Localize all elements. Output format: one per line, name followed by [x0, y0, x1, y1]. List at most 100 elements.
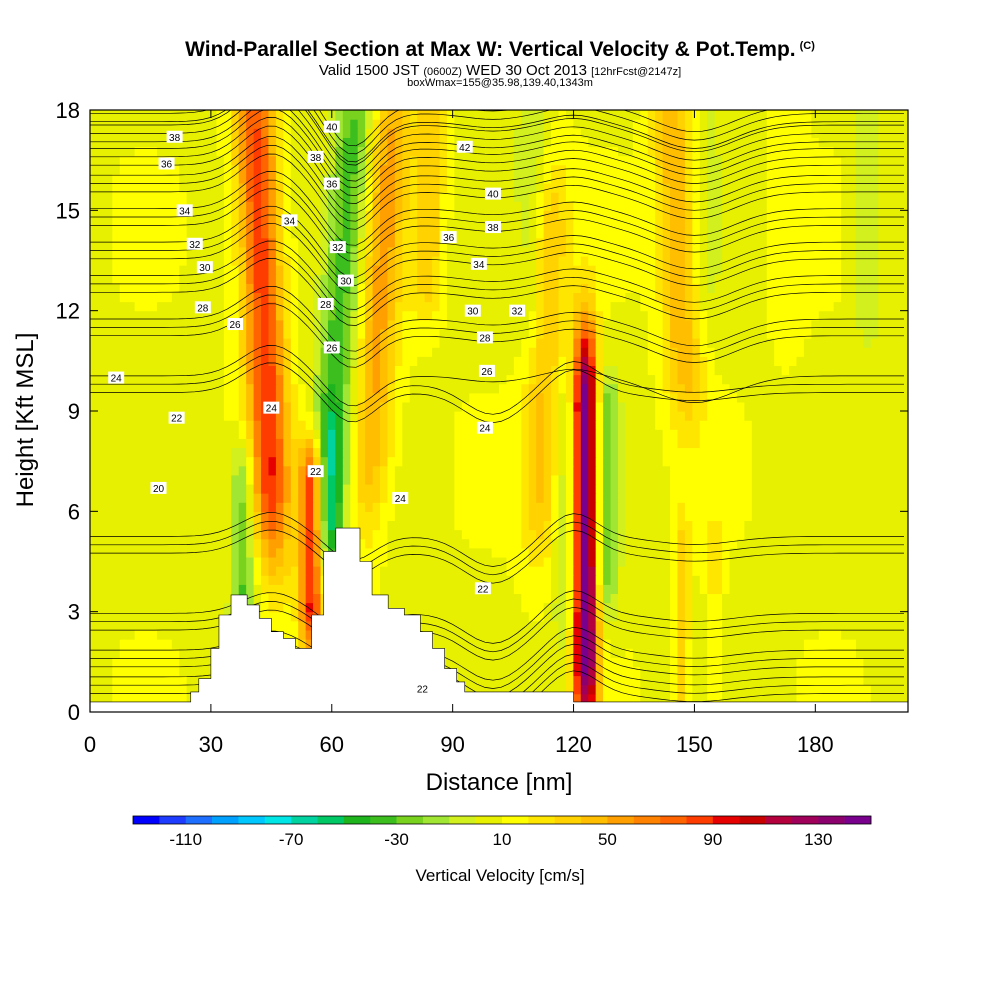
- field-cell: [149, 611, 158, 622]
- field-cell: [409, 456, 418, 467]
- field-cell: [744, 520, 753, 531]
- field-cell: [305, 556, 314, 567]
- field-cell: [699, 310, 708, 321]
- field-cell: [208, 629, 218, 640]
- field-cell: [528, 301, 537, 312]
- field-cell: [803, 593, 812, 604]
- field-cell: [759, 556, 768, 567]
- field-cell: [610, 420, 619, 430]
- field-cell: [684, 438, 693, 449]
- field-cell: [484, 620, 493, 631]
- field-cell: [499, 584, 508, 595]
- field-cell: [870, 465, 879, 476]
- field-cell: [305, 392, 314, 403]
- field-cell: [617, 639, 627, 649]
- field-cell: [90, 538, 99, 549]
- field-cell: [424, 301, 433, 312]
- field-cell: [595, 520, 604, 531]
- field-cell: [104, 447, 113, 458]
- field-cell: [313, 556, 322, 567]
- field-cell: [841, 657, 850, 667]
- field-cell: [744, 620, 753, 631]
- field-cell: [610, 447, 619, 458]
- field-cell: [789, 429, 798, 439]
- field-cell: [417, 347, 426, 357]
- field-cell: [885, 420, 894, 430]
- field-cell: [573, 593, 582, 604]
- field-cell: [402, 356, 411, 366]
- field-cell: [461, 511, 470, 522]
- field-cell: [231, 411, 240, 421]
- field-cell: [588, 310, 597, 321]
- field-cell: [707, 420, 716, 430]
- field-cell: [186, 556, 195, 567]
- field-cell: [729, 356, 738, 366]
- field-cell: [722, 401, 731, 412]
- field-cell: [201, 438, 210, 449]
- field-cell: [580, 575, 589, 585]
- field-cell: [551, 429, 560, 439]
- field-cell: [632, 675, 641, 686]
- field-cell: [469, 538, 478, 549]
- field-cell: [446, 401, 455, 412]
- field-cell: [283, 538, 292, 549]
- field-cell: [610, 474, 619, 485]
- field-cell: [409, 493, 418, 503]
- field-cell: [521, 338, 530, 348]
- field-cell: [469, 420, 478, 430]
- field-cell: [677, 383, 686, 394]
- field-cell: [818, 420, 827, 430]
- field-cell: [677, 657, 686, 667]
- field-cell: [409, 511, 418, 522]
- field-cell: [372, 483, 381, 494]
- field-cell: [640, 401, 649, 412]
- field-cell: [171, 301, 180, 312]
- field-cell: [543, 520, 552, 531]
- field-cell: [446, 566, 455, 576]
- field-cell: [454, 429, 463, 439]
- field-cell: [104, 593, 113, 604]
- field-cell: [699, 629, 708, 640]
- field-cell: [647, 511, 656, 522]
- field-cell: [476, 411, 485, 421]
- field-cell: [796, 438, 805, 449]
- field-cell: [461, 420, 470, 430]
- field-cell: [201, 657, 210, 667]
- field-cell: [409, 483, 418, 494]
- field-cell: [156, 420, 165, 430]
- field-cell: [112, 566, 121, 576]
- field-cell: [528, 639, 537, 649]
- field-cell: [320, 401, 329, 412]
- field-cell: [677, 392, 686, 403]
- field-cell: [469, 657, 478, 667]
- field-cell: [818, 529, 827, 540]
- field-cell: [461, 593, 470, 604]
- field-cell: [893, 593, 902, 604]
- field-cell: [528, 529, 537, 540]
- field-cell: [551, 502, 560, 512]
- field-cell: [833, 547, 842, 558]
- field-cell: [900, 593, 908, 604]
- field-cell: [796, 493, 805, 503]
- field-cell: [595, 438, 604, 449]
- field-cell: [380, 474, 389, 485]
- field-cell: [803, 556, 812, 567]
- field-cell: [848, 675, 857, 686]
- field-cell: [699, 493, 708, 503]
- field-cell: [826, 465, 835, 476]
- field-cell: [848, 629, 857, 640]
- field-cell: [900, 520, 908, 531]
- field-cell: [499, 383, 508, 394]
- field-cell: [759, 474, 768, 485]
- field-cell: [699, 584, 708, 595]
- field-cell: [863, 420, 872, 430]
- field-cell: [112, 666, 121, 677]
- field-cell: [603, 520, 612, 531]
- field-cell: [885, 328, 894, 339]
- field-cell: [565, 483, 574, 494]
- field-cell: [327, 374, 336, 385]
- field-cell: [818, 328, 827, 339]
- field-cell: [320, 319, 329, 330]
- field-cell: [290, 447, 299, 458]
- field-cell: [186, 392, 195, 403]
